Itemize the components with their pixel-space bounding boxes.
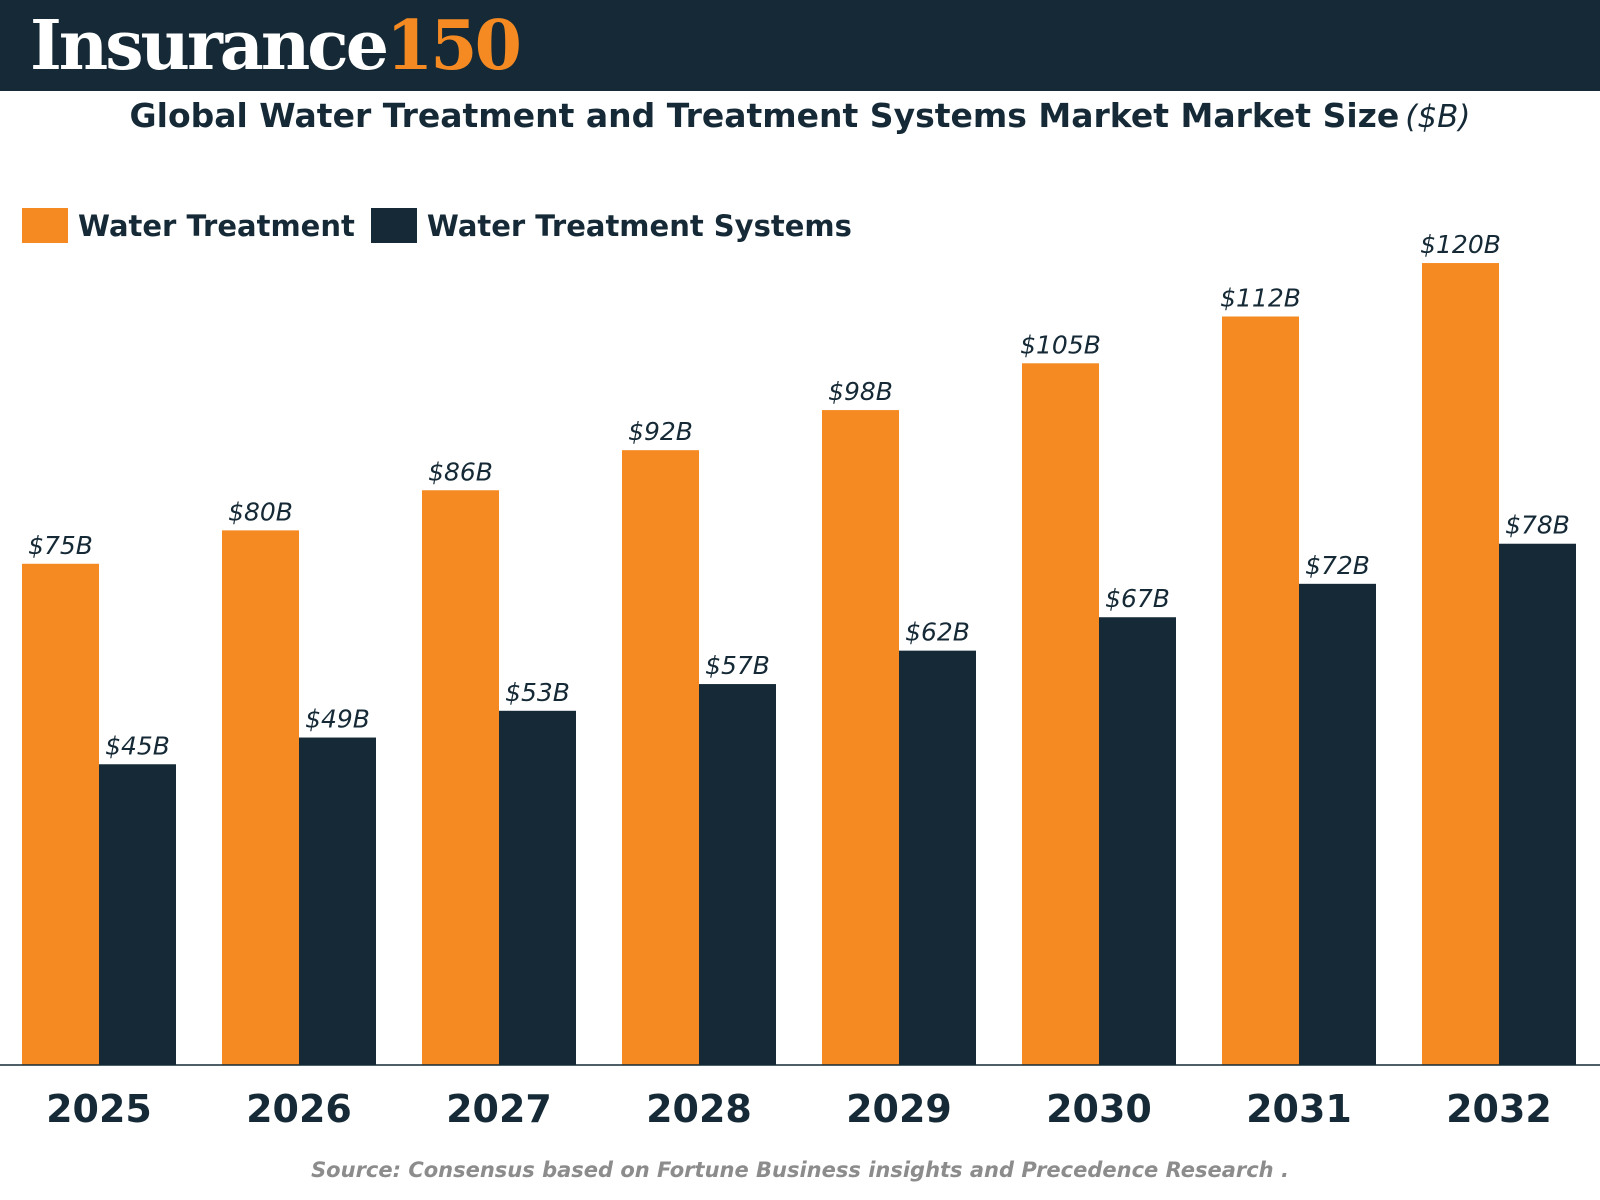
- header-bar: Insurance 150: [0, 0, 1600, 91]
- data-label: $78B: [1505, 511, 1570, 540]
- legend-label-water-treatment: Water Treatment: [78, 208, 355, 243]
- data-label: $45B: [105, 731, 170, 760]
- data-label: $92B: [628, 417, 693, 446]
- bar-water-treatment-systems-2031: [1299, 583, 1376, 1065]
- data-label: $57B: [705, 651, 770, 680]
- data-label: $67B: [1105, 584, 1170, 613]
- x-tick-label: 2029: [846, 1087, 952, 1131]
- data-label: $112B: [1220, 284, 1301, 313]
- legend-label-water-treatment-systems: Water Treatment Systems: [426, 208, 852, 243]
- chart-title-main: Global Water Treatment and Treatment Sys…: [129, 96, 1400, 135]
- x-tick-label: 2026: [246, 1087, 352, 1131]
- bar-water-treatment-2026: [222, 530, 299, 1065]
- bar-water-treatment-2030: [1022, 363, 1099, 1065]
- source-note: Source: Consensus based on Fortune Busin…: [311, 1158, 1289, 1182]
- bar-water-treatment-systems-2029: [899, 650, 976, 1065]
- x-tick-label: 2030: [1046, 1087, 1152, 1131]
- bar-water-treatment-systems-2028: [699, 684, 776, 1065]
- brand-number: 150: [385, 5, 522, 86]
- data-label: $80B: [228, 497, 293, 526]
- brand-logo: Insurance 150: [30, 0, 522, 91]
- x-tick-label: 2027: [446, 1087, 552, 1131]
- bar-water-treatment-systems-2026: [299, 737, 376, 1065]
- bar-water-treatment-systems-2027: [499, 710, 576, 1065]
- legend-item-water-treatment: Water Treatment: [22, 208, 355, 243]
- x-tick-label: 2025: [46, 1087, 152, 1131]
- data-label: $98B: [828, 377, 893, 406]
- bar-water-treatment-2031: [1222, 316, 1299, 1065]
- data-label: $75B: [28, 531, 93, 560]
- bar-water-treatment-2027: [422, 490, 499, 1066]
- x-tick-label: 2031: [1246, 1087, 1352, 1131]
- bar-water-treatment-2032: [1422, 263, 1499, 1065]
- bar-water-treatment-systems-2025: [99, 764, 176, 1065]
- legend-swatch-dark: [370, 208, 417, 243]
- data-label: $86B: [428, 457, 493, 486]
- bar-water-treatment-systems-2030: [1099, 617, 1176, 1065]
- data-label: $49B: [305, 705, 370, 734]
- x-tick-label: 2032: [1446, 1087, 1552, 1131]
- x-tick-label: 2028: [646, 1087, 752, 1131]
- data-label: $105B: [1020, 330, 1101, 359]
- data-label: $72B: [1305, 551, 1370, 580]
- chart-title-unit: ($B): [1405, 99, 1471, 135]
- bar-water-treatment-2029: [822, 410, 899, 1065]
- data-label: $53B: [505, 678, 570, 707]
- legend-item-water-treatment-systems: Water Treatment Systems: [370, 208, 852, 243]
- legend-swatch-orange: [22, 208, 68, 243]
- bar-water-treatment-2025: [22, 563, 99, 1065]
- data-label: $120B: [1420, 230, 1501, 259]
- bar-water-treatment-2028: [622, 450, 699, 1065]
- brand-name: Insurance: [30, 5, 389, 86]
- bar-water-treatment-systems-2032: [1499, 543, 1576, 1065]
- data-label: $62B: [905, 618, 970, 647]
- chart-legend: Water Treatment Water Treatment Systems: [22, 208, 868, 243]
- chart-title: Global Water Treatment and Treatment Sys…: [0, 96, 1600, 135]
